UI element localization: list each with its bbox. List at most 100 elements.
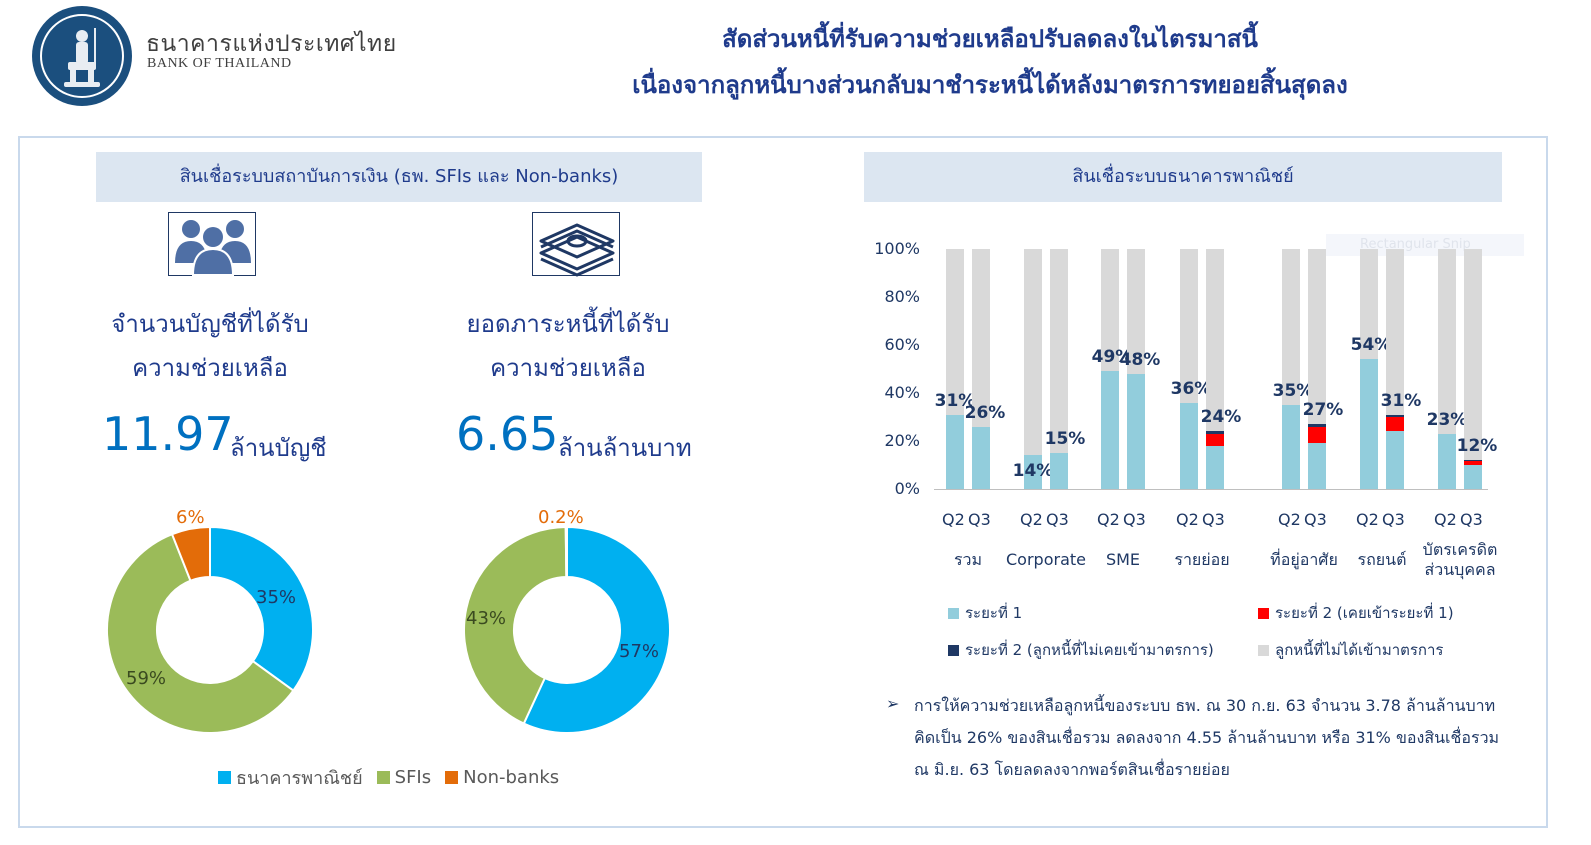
bar-value-label: 31%	[934, 390, 976, 411]
debt-donut-slice-label-0: 57%	[619, 641, 660, 662]
x-category-label: รายย่อย	[1174, 550, 1230, 569]
accounts-donut-slice-label-0: 35%	[256, 587, 297, 608]
debt-donut-slice-2	[564, 525, 568, 579]
bar-phase2-prev	[1386, 417, 1404, 432]
bar-value-label: 49%	[1091, 347, 1133, 368]
bar-value-label: 48%	[1119, 349, 1161, 370]
bar-not-in-program	[1464, 249, 1482, 489]
bar-not-in-program	[1024, 249, 1042, 489]
x-category-label: รถยนต์	[1357, 550, 1407, 569]
accounts-unit: ล้านบัญชี	[230, 434, 327, 462]
x-quarter-label: Q3	[1304, 510, 1327, 529]
bar-phase1	[1360, 359, 1378, 489]
accounts-donut-slice-1	[106, 532, 295, 734]
x-quarter-label: Q2	[1176, 510, 1199, 529]
donut-chart-accounts	[106, 525, 314, 734]
accounts-donut-slice-2	[170, 525, 211, 583]
bar-phase2-new	[1206, 431, 1224, 434]
x-category-label: Corporate	[1006, 550, 1086, 569]
legend-item-non-banks: Non-banks	[445, 767, 559, 788]
money-stack-icon	[532, 212, 620, 277]
accounts-label: จำนวนบัญชีที่ได้รับ ความช่วยเหลือ	[111, 310, 309, 382]
bank-name-english: BANK OF THAILAND	[147, 56, 292, 71]
legend-not-in-program: ลูกหนี้ที่ไม่ได้เข้ามาตรการ	[1258, 638, 1444, 662]
y-tick-label: 0%	[894, 479, 920, 498]
content-frame	[18, 136, 1548, 828]
bar-phase2-prev	[1308, 426, 1326, 444]
y-tick-label: 80%	[884, 287, 920, 306]
x-quarter-label: Q3	[968, 510, 991, 529]
x-quarter-label: Q3	[1123, 510, 1146, 529]
bar-value-label: 24%	[1200, 407, 1242, 428]
bar-phase1	[1464, 465, 1482, 489]
bar-phase1	[1050, 453, 1068, 489]
debt-donut-slice-0	[522, 525, 671, 734]
people-icon	[168, 212, 256, 276]
accounts-donut-slice-label-1: 59%	[126, 668, 167, 689]
x-quarter-label: Q2	[1278, 510, 1301, 529]
donut-chart-debt	[463, 525, 671, 734]
bar-value-label: 23%	[1426, 409, 1468, 430]
bar-phase1	[1386, 431, 1404, 489]
y-tick-label: 100%	[874, 239, 920, 258]
x-category-label: บัตรเครดิต ส่วนบุคคล	[1422, 540, 1498, 579]
arrow-bullet-icon: ➢	[886, 694, 900, 713]
bar-phase2-prev	[1464, 461, 1482, 465]
left-panel-banner: สินเชื่อระบบสถาบันการเงิน (ธพ. SFIs และ …	[96, 152, 702, 202]
bar-not-in-program	[1050, 249, 1068, 489]
bar-phase1	[1438, 433, 1456, 489]
accounts-donut-slice-label-2: 6%	[176, 507, 205, 528]
bar-phase1	[946, 414, 964, 489]
legend-phase2-new: ระยะที่ 2 (ลูกหนี้ที่ไม่เคยเข้ามาตรการ)	[948, 638, 1214, 662]
bar-value-label: 35%	[1272, 381, 1314, 401]
snip-overlay-ghost: Rectangular Snip	[1326, 234, 1524, 256]
bar-value-label: 14%	[1012, 461, 1054, 482]
page-title: สัดส่วนหนี้ที่รับความช่วยเหลือปรับลดลงใน…	[632, 25, 1348, 99]
emblem-icon	[64, 28, 100, 87]
bar-value-label: 54%	[1350, 335, 1392, 356]
y-tick-label: 40%	[884, 383, 920, 402]
bar-not-in-program	[1438, 249, 1456, 489]
debt-donut-slice-1	[463, 525, 568, 725]
x-quarter-label: Q3	[1202, 510, 1225, 529]
bar-phase2-new	[1308, 424, 1326, 427]
legend-phase1: ระยะที่ 1	[948, 601, 1022, 625]
bar-phase1	[1024, 455, 1042, 489]
x-quarter-label: Q2	[1356, 510, 1379, 529]
legend-phase2-previous: ระยะที่ 2 (เคยเข้าระยะที่ 1)	[1258, 601, 1454, 625]
bar-value-label: 26%	[964, 402, 1006, 423]
bot-logo	[32, 6, 132, 106]
bar-phase1	[1206, 445, 1224, 489]
accounts-value: 11.97	[102, 407, 234, 461]
summary-note: การให้ความช่วยเหลือลูกหนี้ของระบบ ธพ. ณ …	[914, 696, 1500, 779]
bar-value-label: 15%	[1044, 429, 1086, 449]
bar-phase1	[1101, 371, 1119, 489]
x-category-label: รวม	[953, 550, 983, 569]
x-quarter-label: Q2	[1020, 510, 1043, 529]
bar-phase1	[1308, 443, 1326, 489]
bar-phase2-prev	[1206, 433, 1224, 446]
bar-phase2-new	[1464, 460, 1482, 462]
x-quarter-label: Q2	[942, 510, 965, 529]
bar-phase2-new	[1386, 414, 1404, 417]
bar-phase1	[1127, 373, 1145, 489]
x-axis-line	[934, 489, 1488, 490]
x-category-label: SME	[1105, 550, 1141, 569]
bar-phase1	[972, 426, 990, 489]
legend-item-sfis: SFIs	[376, 767, 431, 788]
donut-legend: ธนาคารพาณิชย์ SFIs Non-banks	[218, 763, 559, 792]
accounts-donut-slice-0	[209, 525, 314, 692]
right-panel-banner: สินเชื่อระบบธนาคารพาณิชย์	[864, 152, 1502, 202]
x-quarter-label: Q3	[1460, 510, 1483, 529]
bar-not-in-program	[1206, 249, 1224, 489]
debt-donut-slice-label-2: 0.2%	[538, 507, 584, 528]
y-tick-label: 20%	[884, 431, 920, 450]
x-category-label: ที่อยู่อาศัย	[1270, 550, 1338, 569]
debt-unit: ล้านล้านบาท	[558, 434, 692, 462]
bank-name-thai: ธนาคารแห่งประเทศไทย	[146, 31, 397, 57]
legend-item-commercial-bank: ธนาคารพาณิชย์	[218, 763, 363, 792]
bar-value-label: 12%	[1456, 436, 1498, 457]
x-quarter-label: Q2	[1097, 510, 1120, 529]
x-quarter-label: Q2	[1434, 510, 1457, 529]
bar-value-label: 36%	[1170, 378, 1212, 399]
